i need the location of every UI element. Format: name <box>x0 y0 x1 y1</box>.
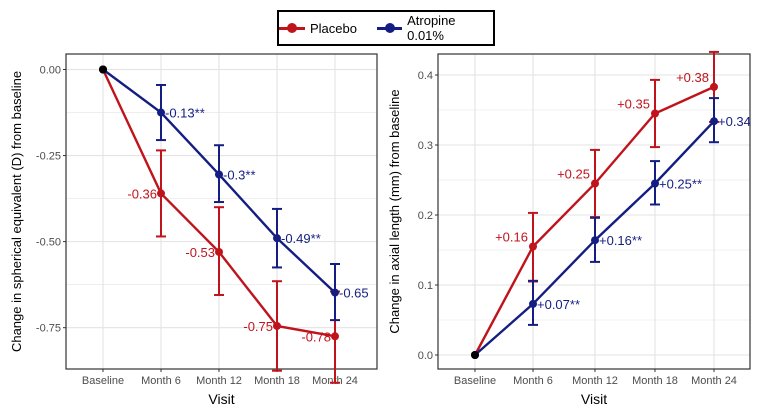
chart1-x-axis-title: Visit <box>208 391 234 407</box>
chart1-series-atropine-data-label: -0.13** <box>165 106 205 121</box>
chart2-ytick-label: 0.1 <box>418 280 433 292</box>
chart1-series-placebo-point <box>157 189 165 198</box>
chart1-series-placebo-point <box>273 321 281 330</box>
chart1-series-placebo-data-label: -0.75 <box>243 319 273 334</box>
chart2-xtick-label: Month 12 <box>572 375 618 387</box>
chart2-series-atropine-data-label: +0.34 <box>718 114 751 129</box>
chart2-series-atropine-data-label: +0.16** <box>599 233 642 248</box>
chart2-xtick-label: Month 6 <box>513 375 553 387</box>
chart1-series-atropine-point <box>157 108 165 117</box>
chart1-xtick-label: Baseline <box>82 375 124 387</box>
chart2-series-atropine-data-label: +0.07** <box>537 297 580 312</box>
legend-item-atropine: Atropine 0.01% <box>376 13 493 43</box>
chart2-ytick-label: 0.0 <box>418 350 433 362</box>
chart1-series-placebo-data-label: -0.53 <box>185 245 215 260</box>
chart1-series-placebo-point <box>331 332 339 341</box>
chart1-series-atropine-point <box>273 234 281 243</box>
chart2-series-placebo-data-label: +0.25 <box>557 167 590 182</box>
chart2-ytick-label: 0.4 <box>418 70 433 82</box>
chart1-series-atropine-point <box>215 170 223 179</box>
chart2-series-atropine-data-label: +0.25** <box>659 177 702 192</box>
chart1-plot-area <box>66 54 377 369</box>
chart2-x-axis-title: Visit <box>581 391 607 407</box>
chart1-xtick-label: Month 6 <box>141 375 181 387</box>
chart2-series-atropine-point <box>591 236 599 245</box>
chart1-panel-border <box>65 53 378 370</box>
chart1-ytick-label: -0.25 <box>36 151 61 163</box>
chart1-xtick-label: Month 12 <box>196 375 242 387</box>
chart1-series-atropine-data-label: -0.3** <box>223 167 256 182</box>
chart2-ytick-label: 0.3 <box>418 140 433 152</box>
atropine-legend-key-icon <box>376 22 403 34</box>
placebo-legend-key-icon <box>279 22 305 34</box>
chart2-series-placebo-data-label: +0.38 <box>676 70 709 85</box>
chart2-series-placebo-data-label: +0.35 <box>617 97 650 112</box>
chart1-series-placebo-point <box>215 247 223 256</box>
chart1-xtick-label: Month 18 <box>254 375 300 387</box>
legend-label-atropine: Atropine 0.01% <box>407 13 456 43</box>
chart2-series-placebo-point <box>591 179 599 188</box>
chart1-ytick-label: -0.50 <box>36 237 61 249</box>
chart2-y-axis-title: Change in axial length (mm) from baselin… <box>387 89 402 333</box>
chart1-series-placebo-data-label: -0.36 <box>127 186 157 201</box>
chart1-ytick-label: 0.00 <box>40 64 61 76</box>
chart1-y-axis-title: Change in spherical equivalent (D) from … <box>9 71 24 352</box>
chart2-series-atropine-point <box>529 299 537 308</box>
legend: Placebo Atropine 0.01% <box>277 10 495 46</box>
chart1-ytick-label: -0.75 <box>36 323 61 335</box>
legend-item-placebo: Placebo <box>279 21 357 36</box>
chart2-series-placebo-point <box>529 242 537 251</box>
chart1-series-atropine-data-label: -0.49** <box>281 231 321 246</box>
chart2-series-placebo-point <box>710 82 718 91</box>
chart1-series-placebo-data-label: -0.78 <box>301 329 331 344</box>
legend-label-placebo: Placebo <box>310 20 357 36</box>
chart2-series-atropine-point <box>651 179 659 188</box>
chart1-series-atropine-point <box>331 288 339 297</box>
chart2-series-placebo-data-label: +0.16 <box>495 230 528 245</box>
chart2-xtick-label: Month 18 <box>632 375 678 387</box>
chart2-xtick-label: Baseline <box>454 375 496 387</box>
chart2-ytick-label: 0.2 <box>418 210 433 222</box>
chart2-series-placebo-point <box>651 109 659 118</box>
chart1-series-atropine-data-label: -0.65 <box>339 286 369 301</box>
chart2-panel-border <box>437 53 751 370</box>
chart1-series-atropine-point <box>99 65 107 74</box>
chart2-xtick-label: Month 24 <box>691 375 737 387</box>
chart2-series-atropine-point <box>710 117 718 126</box>
chart2-series-atropine-point <box>471 351 479 359</box>
